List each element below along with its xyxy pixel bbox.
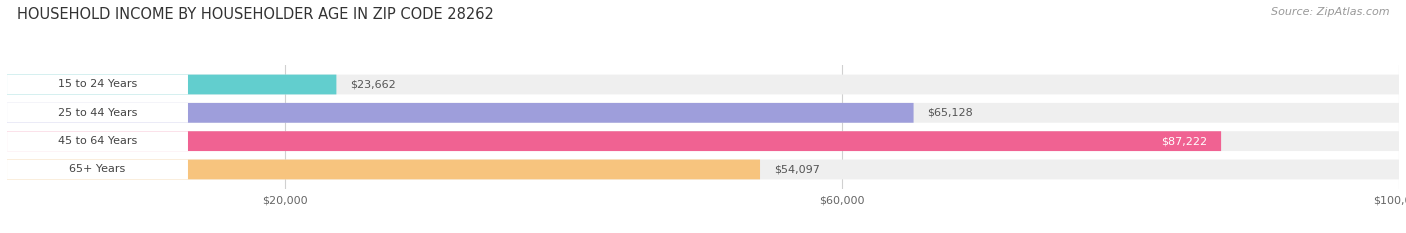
FancyBboxPatch shape <box>7 103 188 123</box>
Text: HOUSEHOLD INCOME BY HOUSEHOLDER AGE IN ZIP CODE 28262: HOUSEHOLD INCOME BY HOUSEHOLDER AGE IN Z… <box>17 7 494 22</box>
FancyBboxPatch shape <box>7 160 1399 179</box>
Text: 25 to 44 Years: 25 to 44 Years <box>58 108 138 118</box>
FancyBboxPatch shape <box>7 103 1399 123</box>
FancyBboxPatch shape <box>7 75 336 94</box>
Text: 65+ Years: 65+ Years <box>69 164 125 175</box>
Text: $54,097: $54,097 <box>773 164 820 175</box>
Text: $65,128: $65,128 <box>928 108 973 118</box>
Text: Source: ZipAtlas.com: Source: ZipAtlas.com <box>1271 7 1389 17</box>
FancyBboxPatch shape <box>7 103 914 123</box>
FancyBboxPatch shape <box>7 75 188 94</box>
Text: 45 to 64 Years: 45 to 64 Years <box>58 136 138 146</box>
Text: 15 to 24 Years: 15 to 24 Years <box>58 79 138 89</box>
Text: $87,222: $87,222 <box>1161 136 1208 146</box>
FancyBboxPatch shape <box>7 75 1399 94</box>
FancyBboxPatch shape <box>7 160 761 179</box>
FancyBboxPatch shape <box>7 160 188 179</box>
Text: $23,662: $23,662 <box>350 79 396 89</box>
FancyBboxPatch shape <box>7 131 1399 151</box>
FancyBboxPatch shape <box>7 131 1220 151</box>
FancyBboxPatch shape <box>7 131 188 151</box>
